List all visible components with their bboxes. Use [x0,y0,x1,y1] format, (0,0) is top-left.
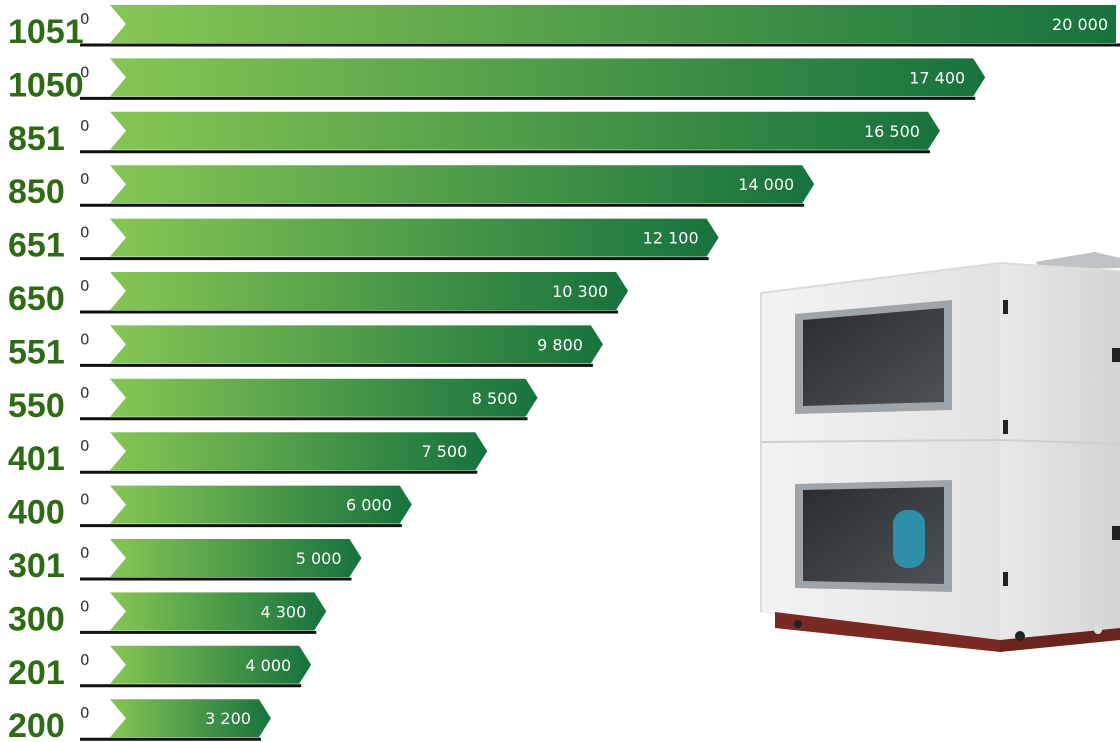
bar [110,645,312,684]
value-label: 7 500 [421,442,467,461]
bar [110,165,815,204]
bar [110,272,629,310]
bar [110,218,719,257]
zero-label: 0 [80,544,90,562]
ventilation-unit-image [760,252,1120,652]
category-label: 1051 [8,13,84,51]
zero-label: 0 [80,277,90,295]
value-label: 16 500 [864,122,920,141]
category-label: 550 [8,387,65,425]
value-label: 4 000 [245,656,291,675]
zero-label: 0 [80,491,90,509]
bar [110,378,538,417]
zero-label: 0 [80,170,90,188]
value-label: 20 000 [1052,15,1108,34]
value-label: 17 400 [909,68,965,87]
bar [110,58,986,97]
bar-row: 201 0 4 000 [8,645,312,692]
category-label: 1050 [8,66,84,104]
bar [110,5,1116,43]
bar-row: 301 0 5 000 [8,539,362,585]
value-label: 10 300 [552,282,608,301]
category-label: 850 [8,173,65,211]
zero-label: 0 [80,651,90,669]
category-label: 650 [8,280,65,318]
zero-label: 0 [80,384,90,402]
bar-row: 300 0 4 300 [8,592,327,638]
bar-row: 400 0 6 000 [8,485,412,532]
category-label: 300 [8,600,65,638]
category-label: 201 [8,654,65,692]
zero-label: 0 [80,437,90,455]
value-label: 5 000 [296,549,342,568]
value-label: 9 800 [537,335,583,354]
bar [110,592,327,631]
category-label: 400 [8,494,65,532]
zero-label: 0 [80,224,90,242]
value-label: 14 000 [738,175,794,194]
bar-row: 550 0 8 500 [8,378,538,425]
value-label: 6 000 [346,496,392,515]
bar [110,699,271,738]
bar [110,485,412,524]
bar-row: 551 0 9 800 [8,325,603,371]
value-label: 3 200 [205,709,251,728]
bar [110,111,940,150]
category-label: 401 [8,440,65,478]
category-label: 301 [8,547,65,585]
category-label: 851 [8,120,65,158]
value-label: 4 300 [260,602,306,621]
bar-row: 851 0 16 500 [8,111,940,158]
category-label: 551 [8,333,65,371]
zero-label: 0 [80,117,90,135]
category-label: 200 [8,707,65,742]
bar [110,432,488,471]
value-label: 12 100 [643,229,699,248]
zero-label: 0 [80,63,90,81]
zero-label: 0 [80,330,90,348]
bar-row: 650 0 10 300 [8,272,629,318]
bar-row: 200 0 3 200 [8,699,271,742]
category-label: 651 [8,227,65,265]
bar-row: 651 0 12 100 [8,218,719,265]
bar-row: 401 0 7 500 [8,432,488,478]
zero-label: 0 [80,10,90,28]
zero-label: 0 [80,597,90,615]
value-label: 8 500 [472,389,518,408]
zero-label: 0 [80,704,90,722]
bar [110,539,362,577]
bar-row: 850 0 14 000 [8,165,815,211]
bar [110,325,603,364]
